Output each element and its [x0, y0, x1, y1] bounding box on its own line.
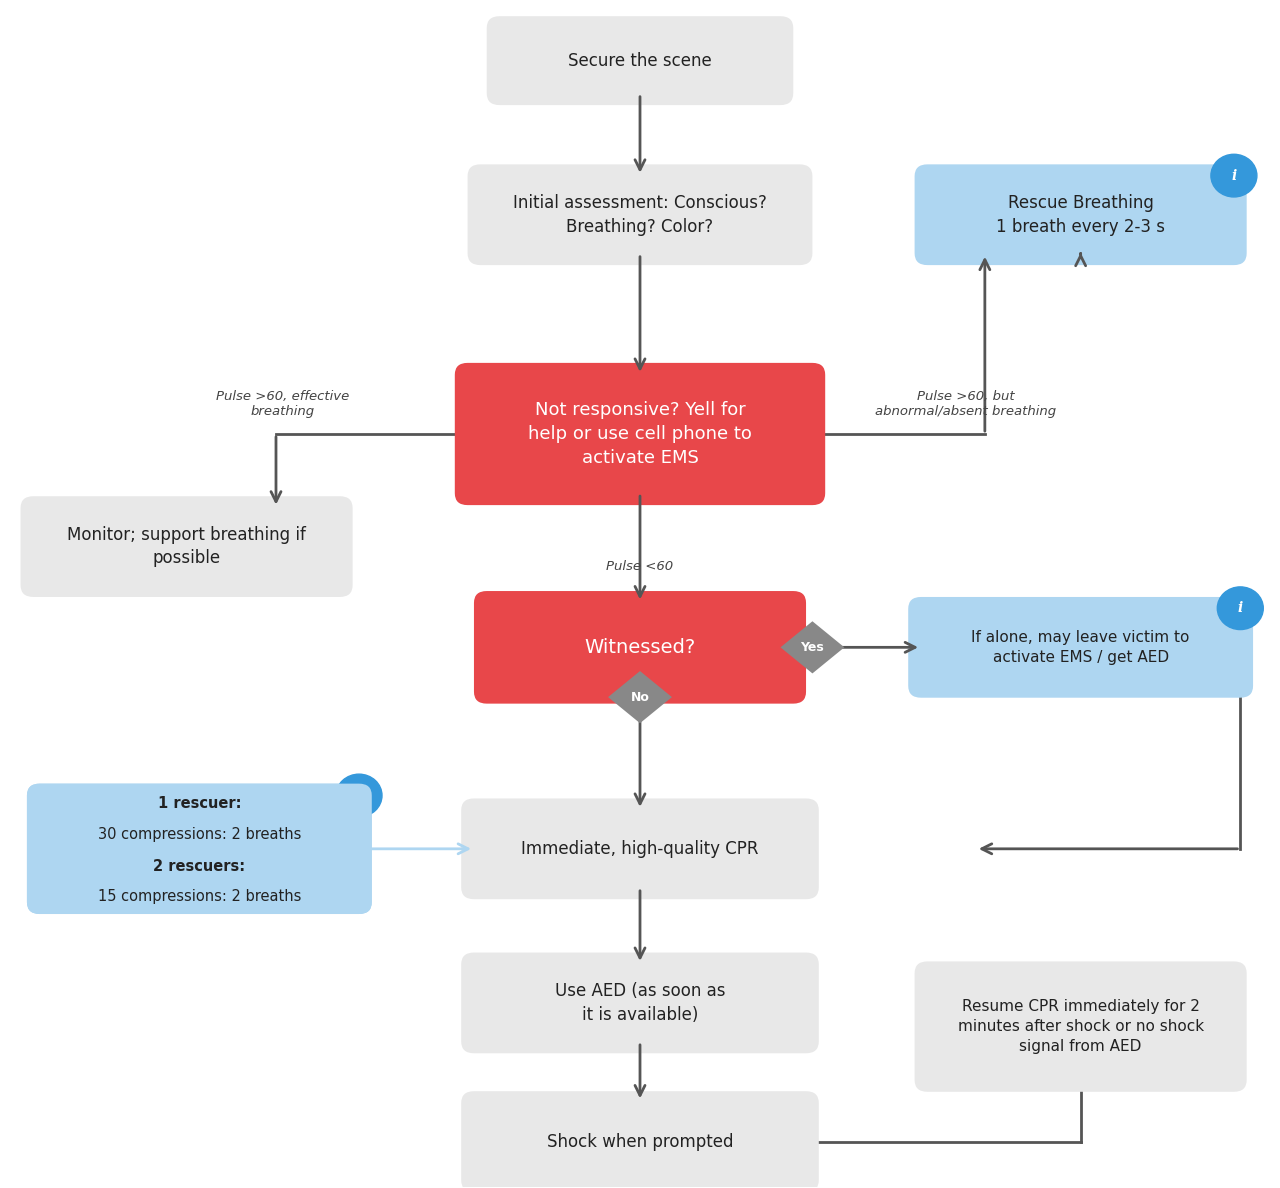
FancyBboxPatch shape: [461, 953, 819, 1054]
FancyBboxPatch shape: [27, 784, 371, 914]
Circle shape: [1217, 587, 1263, 630]
FancyBboxPatch shape: [909, 596, 1253, 697]
FancyBboxPatch shape: [20, 497, 352, 596]
Text: 2 rescuers:: 2 rescuers:: [154, 859, 246, 874]
Text: 15 compressions: 2 breaths: 15 compressions: 2 breaths: [97, 889, 301, 904]
Polygon shape: [608, 671, 672, 723]
FancyBboxPatch shape: [454, 362, 826, 505]
Text: Initial assessment: Conscious?
Breathing? Color?: Initial assessment: Conscious? Breathing…: [513, 194, 767, 235]
FancyBboxPatch shape: [915, 164, 1247, 265]
Text: i: i: [356, 789, 362, 802]
Circle shape: [337, 775, 381, 817]
Text: Pulse <60: Pulse <60: [607, 561, 673, 574]
Text: No: No: [631, 690, 649, 703]
Text: Pulse >60, but
abnormal/absent breathing: Pulse >60, but abnormal/absent breathing: [876, 391, 1056, 418]
FancyBboxPatch shape: [486, 17, 794, 105]
Text: Use AED (as soon as
it is available): Use AED (as soon as it is available): [554, 982, 726, 1024]
Text: Resume CPR immediately for 2
minutes after shock or no shock
signal from AED: Resume CPR immediately for 2 minutes aft…: [957, 999, 1203, 1054]
FancyBboxPatch shape: [915, 961, 1247, 1092]
Text: Secure the scene: Secure the scene: [568, 51, 712, 70]
Text: Witnessed?: Witnessed?: [585, 638, 695, 657]
Text: If alone, may leave victim to
activate EMS / get AED: If alone, may leave victim to activate E…: [972, 630, 1190, 665]
FancyBboxPatch shape: [474, 592, 806, 703]
Text: i: i: [1238, 601, 1243, 615]
Text: 30 compressions: 2 breaths: 30 compressions: 2 breaths: [97, 827, 301, 842]
Text: 1 rescuer:
30 compressions: 2 breaths
2 rescuers:
15 compressions: 2 breaths: 1 rescuer: 30 compressions: 2 breaths 2 …: [93, 811, 306, 886]
FancyBboxPatch shape: [467, 164, 813, 265]
Text: Pulse >60, effective
breathing: Pulse >60, effective breathing: [216, 391, 349, 418]
Text: i: i: [1231, 169, 1236, 183]
FancyBboxPatch shape: [27, 784, 371, 914]
Text: 1 rescuer:: 1 rescuer:: [157, 796, 241, 811]
Text: Monitor; support breathing if
possible: Monitor; support breathing if possible: [67, 526, 306, 568]
Text: Shock when prompted: Shock when prompted: [547, 1132, 733, 1150]
Text: Rescue Breathing
1 breath every 2-3 s: Rescue Breathing 1 breath every 2-3 s: [996, 194, 1165, 235]
Polygon shape: [781, 621, 845, 674]
FancyBboxPatch shape: [461, 1092, 819, 1188]
Text: Immediate, high-quality CPR: Immediate, high-quality CPR: [521, 840, 759, 858]
Circle shape: [1211, 154, 1257, 197]
Text: Not responsive? Yell for
help or use cell phone to
activate EMS: Not responsive? Yell for help or use cel…: [529, 402, 751, 467]
FancyBboxPatch shape: [461, 798, 819, 899]
Text: Yes: Yes: [800, 640, 824, 653]
